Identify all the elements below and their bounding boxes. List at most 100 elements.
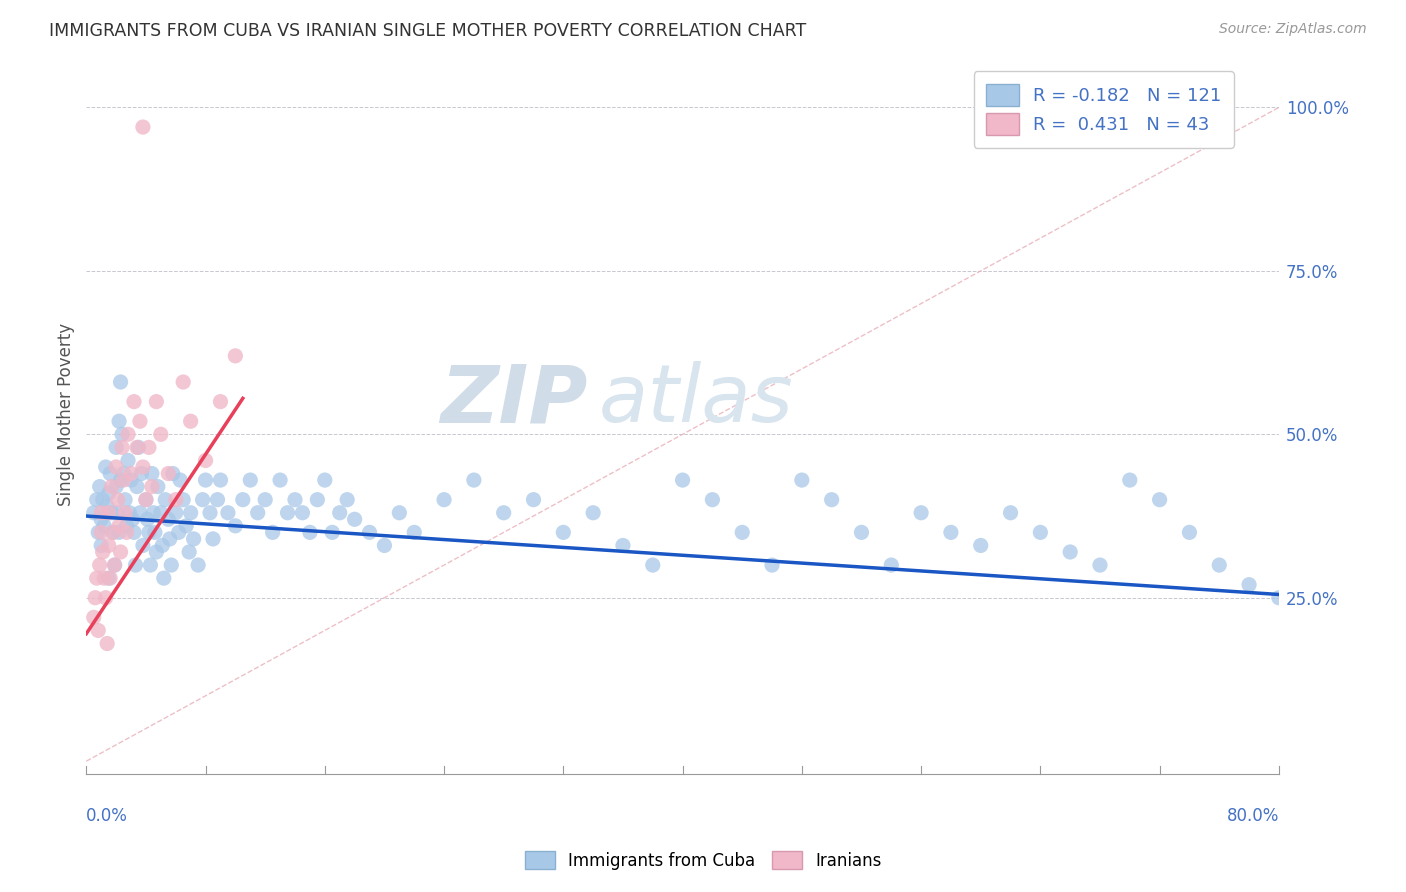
Point xyxy=(165,492,187,507)
Point xyxy=(851,525,873,540)
Y-axis label: Single Mother Poverty: Single Mother Poverty xyxy=(58,323,75,507)
Point xyxy=(83,506,105,520)
Point xyxy=(180,506,202,520)
Point xyxy=(101,525,124,540)
Point xyxy=(167,525,190,540)
Text: Source: ZipAtlas.com: Source: ZipAtlas.com xyxy=(1219,22,1367,37)
Point xyxy=(880,558,903,572)
Text: atlas: atlas xyxy=(599,361,794,440)
Point xyxy=(1000,506,1022,520)
Point xyxy=(110,545,132,559)
Point xyxy=(284,492,307,507)
Point xyxy=(141,480,163,494)
Point xyxy=(120,473,142,487)
Point xyxy=(1268,591,1291,605)
Point xyxy=(110,375,132,389)
Point xyxy=(183,532,205,546)
Point xyxy=(139,558,162,572)
Point xyxy=(114,492,136,507)
Point xyxy=(135,492,157,507)
Point xyxy=(86,571,108,585)
Point xyxy=(83,610,105,624)
Text: IMMIGRANTS FROM CUBA VS IRANIAN SINGLE MOTHER POVERTY CORRELATION CHART: IMMIGRANTS FROM CUBA VS IRANIAN SINGLE M… xyxy=(49,22,807,40)
Point xyxy=(246,506,269,520)
Point xyxy=(143,525,166,540)
Point xyxy=(404,525,426,540)
Point xyxy=(127,441,149,455)
Point xyxy=(108,525,131,540)
Point xyxy=(254,492,277,507)
Point xyxy=(105,441,128,455)
Point xyxy=(93,571,115,585)
Point xyxy=(671,473,693,487)
Point xyxy=(388,506,411,520)
Point xyxy=(172,492,194,507)
Point xyxy=(217,506,239,520)
Point xyxy=(1178,525,1201,540)
Point xyxy=(94,460,117,475)
Point xyxy=(87,525,110,540)
Point xyxy=(111,427,134,442)
Point xyxy=(117,453,139,467)
Point xyxy=(492,506,515,520)
Point xyxy=(97,506,120,520)
Point xyxy=(298,525,321,540)
Point xyxy=(121,512,143,526)
Point xyxy=(101,525,124,540)
Point xyxy=(821,492,844,507)
Point xyxy=(108,414,131,428)
Point xyxy=(160,558,183,572)
Point xyxy=(1059,545,1081,559)
Point xyxy=(731,525,754,540)
Point xyxy=(132,120,155,134)
Point xyxy=(153,571,176,585)
Point xyxy=(169,473,191,487)
Point xyxy=(115,525,138,540)
Point xyxy=(94,591,117,605)
Point xyxy=(1208,558,1230,572)
Point xyxy=(110,473,132,487)
Point xyxy=(343,512,366,526)
Point xyxy=(612,538,634,552)
Point xyxy=(373,538,395,552)
Point xyxy=(433,492,456,507)
Point xyxy=(269,473,291,487)
Point xyxy=(107,492,129,507)
Point xyxy=(224,349,246,363)
Point xyxy=(125,480,148,494)
Point xyxy=(129,414,152,428)
Point xyxy=(553,525,575,540)
Point xyxy=(96,636,118,650)
Point xyxy=(232,492,254,507)
Point xyxy=(104,558,127,572)
Point xyxy=(108,519,131,533)
Point xyxy=(194,473,217,487)
Point xyxy=(98,467,121,481)
Point xyxy=(93,519,115,533)
Legend: R = -0.182   N = 121, R =  0.431   N = 43: R = -0.182 N = 121, R = 0.431 N = 43 xyxy=(973,71,1234,148)
Point xyxy=(124,558,146,572)
Point xyxy=(100,480,122,494)
Point xyxy=(207,492,229,507)
Point xyxy=(191,492,214,507)
Point xyxy=(90,538,112,552)
Point xyxy=(150,538,173,552)
Point xyxy=(112,473,135,487)
Point xyxy=(114,506,136,520)
Point xyxy=(104,558,127,572)
Point xyxy=(239,473,262,487)
Point xyxy=(277,506,299,520)
Point xyxy=(1237,577,1260,591)
Point xyxy=(359,525,381,540)
Point xyxy=(86,492,108,507)
Point xyxy=(209,473,232,487)
Point xyxy=(187,558,209,572)
Point xyxy=(97,571,120,585)
Text: 80.0%: 80.0% xyxy=(1226,807,1279,825)
Legend: Immigrants from Cuba, Iranians: Immigrants from Cuba, Iranians xyxy=(517,845,889,877)
Point xyxy=(117,427,139,442)
Point xyxy=(138,525,160,540)
Point xyxy=(939,525,962,540)
Text: 0.0%: 0.0% xyxy=(86,807,128,825)
Point xyxy=(107,506,129,520)
